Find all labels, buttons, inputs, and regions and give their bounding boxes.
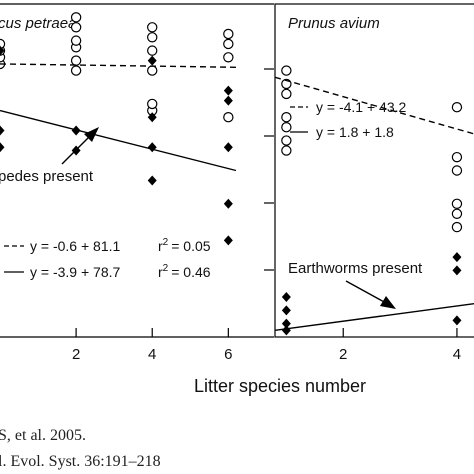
legend-right-dashed-label: y = -4.1 + 43.2 xyxy=(316,99,406,115)
legend-left-dashed-label: y = -0.6 + 81.1 xyxy=(30,238,120,254)
annotation-right: Earthworms present xyxy=(288,260,423,309)
filled-diamond-point xyxy=(452,315,462,326)
filled-diamond-point xyxy=(223,95,233,106)
legend-right: y = -4.1 + 43.2 y = 1.8 + 1.8 xyxy=(290,99,406,140)
open-circle-point xyxy=(147,32,158,43)
open-circle-point xyxy=(0,38,6,50)
open-circle-point xyxy=(281,135,292,146)
x-tick-label: 4 xyxy=(148,346,156,363)
open-circle-point xyxy=(281,145,292,156)
filled-diamond-point xyxy=(452,265,462,276)
open-circle-point xyxy=(147,65,158,76)
x-tick-label: 2 xyxy=(72,346,80,363)
open-circle-point xyxy=(70,12,82,23)
open-circle-point xyxy=(281,65,292,76)
x-ticks: 2 4 6 2 4 xyxy=(72,328,461,363)
open-circle-point xyxy=(147,22,158,33)
x-axis-label: Litter species number xyxy=(194,376,366,396)
filled-diamond-point xyxy=(223,198,233,209)
filled-diamond-point xyxy=(281,305,291,316)
legend-left-solid-label: y = -3.9 + 78.7 xyxy=(30,264,120,280)
filled-diamond-point xyxy=(0,142,5,153)
open-circle-point xyxy=(451,165,463,176)
filled-diamond-point xyxy=(223,235,233,246)
open-circle-point xyxy=(223,38,234,50)
citation-line-1: S, et al. 2005. xyxy=(0,427,86,444)
x-tick-label: 2 xyxy=(339,346,347,363)
fit-line-dashed xyxy=(0,63,236,68)
filled-diamond-point xyxy=(223,85,233,96)
panel-right-frame xyxy=(274,3,474,338)
x-tick-label: 6 xyxy=(224,346,232,363)
open-circle-point xyxy=(451,221,463,233)
filled-diamond-point xyxy=(452,252,462,263)
x-tick-label: 4 xyxy=(453,346,461,363)
open-circle-point xyxy=(281,122,292,133)
open-circle-point xyxy=(281,112,292,123)
filled-diamond-point xyxy=(147,175,157,186)
filled-diamond-point xyxy=(281,292,291,303)
panel-left-title: cus petraea xyxy=(0,15,76,32)
citation-line-2: l. Evol. Syst. 36:191–218 xyxy=(0,453,161,470)
open-circle-point xyxy=(451,198,463,209)
data-marks xyxy=(0,12,463,336)
filled-diamond-point xyxy=(147,55,157,66)
open-circle-point xyxy=(451,208,463,219)
open-circle-point xyxy=(451,102,463,113)
filled-diamond-point xyxy=(0,45,5,56)
filled-diamond-point xyxy=(147,112,157,123)
legend-left-solid-r2: r2 = 0.46 xyxy=(158,263,211,280)
filled-diamond-point xyxy=(281,318,291,329)
open-circle-point xyxy=(223,52,234,63)
open-circle-point xyxy=(147,98,158,110)
fit-line-dashed xyxy=(275,76,474,135)
filled-diamond-point xyxy=(223,142,233,153)
open-circle-point xyxy=(147,45,158,56)
open-circle-point xyxy=(451,151,463,163)
right-panel-y-ticks xyxy=(264,68,274,271)
legend-left-dashed-r2: r2 = 0.05 xyxy=(158,237,211,254)
annotation-right-text: Earthworms present xyxy=(288,260,423,277)
fit-line-solid xyxy=(0,109,237,172)
open-circle-point xyxy=(223,112,234,123)
legend-right-solid-label: y = 1.8 + 1.8 xyxy=(316,124,394,140)
fit-lines xyxy=(0,63,474,332)
fit-line-solid xyxy=(275,303,474,332)
open-circle-point xyxy=(70,35,82,46)
annotation-left-text: pedes present xyxy=(0,168,94,185)
filled-diamond-point xyxy=(0,125,5,136)
open-circle-point xyxy=(223,28,234,40)
open-circle-point xyxy=(70,55,82,66)
legend-left: y = -0.6 + 81.1 r2 = 0.05 y = -3.9 + 78.7… xyxy=(4,237,211,280)
annotation-left: pedes present xyxy=(0,127,99,185)
open-circle-point xyxy=(281,88,292,100)
open-circle-point xyxy=(70,65,82,76)
panel-right-title: Prunus avium xyxy=(288,15,380,32)
open-circle-point xyxy=(70,22,82,33)
